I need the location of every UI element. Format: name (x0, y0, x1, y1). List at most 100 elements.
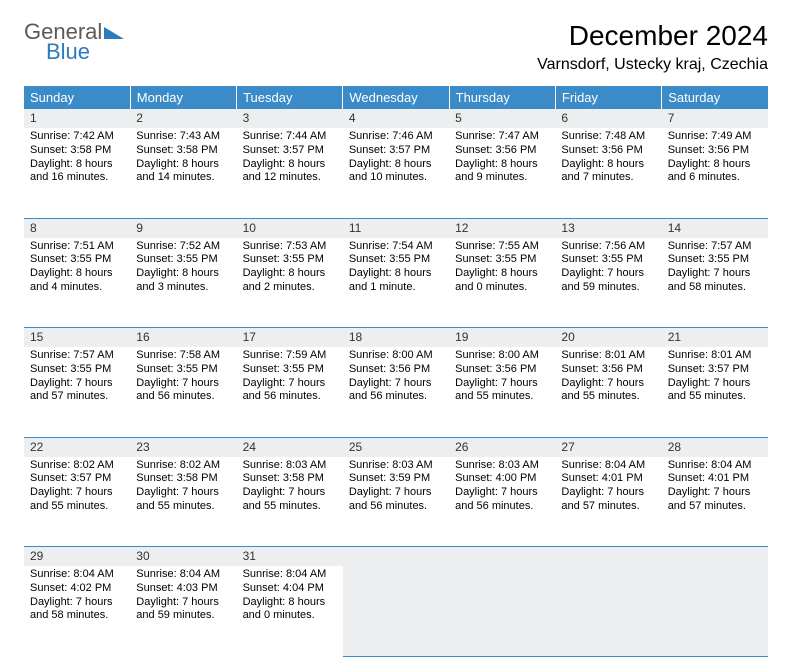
day-number-cell: 24 (237, 437, 343, 457)
sunrise-line: Sunrise: 8:03 AM (455, 459, 549, 473)
sunrise-line: Sunrise: 8:03 AM (243, 459, 337, 473)
sunset-line: Sunset: 4:01 PM (561, 472, 655, 486)
logo-triangle-icon (104, 22, 124, 42)
sunset-line: Sunset: 3:58 PM (136, 144, 230, 158)
day-body-cell: Sunrise: 7:54 AMSunset: 3:55 PMDaylight:… (343, 238, 449, 328)
calendar-table: Sunday Monday Tuesday Wednesday Thursday… (24, 86, 768, 657)
sunrise-line: Sunrise: 8:04 AM (243, 568, 337, 582)
day-number-cell (343, 547, 449, 567)
daylight-line: Daylight: 8 hours and 2 minutes. (243, 267, 337, 295)
day-number-cell: 2 (130, 109, 236, 128)
daylight-line: Daylight: 8 hours and 10 minutes. (349, 158, 443, 186)
sunrise-line: Sunrise: 7:59 AM (243, 349, 337, 363)
sunrise-line: Sunrise: 7:51 AM (30, 240, 124, 254)
sunrise-line: Sunrise: 7:43 AM (136, 130, 230, 144)
sunset-line: Sunset: 3:56 PM (455, 144, 549, 158)
sunrise-line: Sunrise: 8:00 AM (455, 349, 549, 363)
day-body-cell: Sunrise: 7:48 AMSunset: 3:56 PMDaylight:… (555, 128, 661, 218)
day-body-cell: Sunrise: 8:04 AMSunset: 4:01 PMDaylight:… (555, 457, 661, 547)
sunset-line: Sunset: 4:00 PM (455, 472, 549, 486)
day-number-cell: 31 (237, 547, 343, 567)
day-body-cell (662, 566, 768, 656)
day-body-cell: Sunrise: 7:57 AMSunset: 3:55 PMDaylight:… (24, 347, 130, 437)
day-body-row: Sunrise: 8:02 AMSunset: 3:57 PMDaylight:… (24, 457, 768, 547)
day-number-cell: 30 (130, 547, 236, 567)
daylight-line: Daylight: 7 hours and 59 minutes. (561, 267, 655, 295)
day-number-cell: 16 (130, 328, 236, 348)
daylight-line: Daylight: 8 hours and 7 minutes. (561, 158, 655, 186)
day-body-cell: Sunrise: 8:03 AMSunset: 3:59 PMDaylight:… (343, 457, 449, 547)
sunrise-line: Sunrise: 8:04 AM (561, 459, 655, 473)
sunrise-line: Sunrise: 8:04 AM (30, 568, 124, 582)
day-body-cell: Sunrise: 7:47 AMSunset: 3:56 PMDaylight:… (449, 128, 555, 218)
sunset-line: Sunset: 3:55 PM (30, 253, 124, 267)
day-number-cell: 13 (555, 218, 661, 238)
day-body-cell: Sunrise: 7:51 AMSunset: 3:55 PMDaylight:… (24, 238, 130, 328)
day-body-cell: Sunrise: 8:03 AMSunset: 3:58 PMDaylight:… (237, 457, 343, 547)
sunrise-line: Sunrise: 8:02 AM (136, 459, 230, 473)
daylight-line: Daylight: 8 hours and 0 minutes. (243, 596, 337, 624)
day-body-cell: Sunrise: 7:46 AMSunset: 3:57 PMDaylight:… (343, 128, 449, 218)
daylight-line: Daylight: 7 hours and 55 minutes. (668, 377, 762, 405)
day-body-cell: Sunrise: 8:04 AMSunset: 4:04 PMDaylight:… (237, 566, 343, 656)
day-number-cell: 6 (555, 109, 661, 128)
month-title: December 2024 (537, 20, 768, 52)
daylight-line: Daylight: 8 hours and 4 minutes. (30, 267, 124, 295)
day-body-row: Sunrise: 7:51 AMSunset: 3:55 PMDaylight:… (24, 238, 768, 328)
day-body-cell: Sunrise: 7:42 AMSunset: 3:58 PMDaylight:… (24, 128, 130, 218)
sunset-line: Sunset: 3:55 PM (349, 253, 443, 267)
location-text: Varnsdorf, Ustecky kraj, Czechia (537, 56, 768, 74)
sunrise-line: Sunrise: 7:46 AM (349, 130, 443, 144)
sunset-line: Sunset: 3:59 PM (349, 472, 443, 486)
day-number-cell: 25 (343, 437, 449, 457)
sunrise-line: Sunrise: 7:49 AM (668, 130, 762, 144)
sunrise-line: Sunrise: 8:03 AM (349, 459, 443, 473)
sunset-line: Sunset: 3:55 PM (136, 253, 230, 267)
sunset-line: Sunset: 3:55 PM (455, 253, 549, 267)
sunset-line: Sunset: 3:55 PM (561, 253, 655, 267)
day-body-cell: Sunrise: 8:04 AMSunset: 4:02 PMDaylight:… (24, 566, 130, 656)
sunrise-line: Sunrise: 8:01 AM (668, 349, 762, 363)
day-body-cell: Sunrise: 8:03 AMSunset: 4:00 PMDaylight:… (449, 457, 555, 547)
daylight-line: Daylight: 8 hours and 9 minutes. (455, 158, 549, 186)
title-block: December 2024 Varnsdorf, Ustecky kraj, C… (537, 20, 768, 74)
weekday-header: Tuesday (237, 86, 343, 109)
day-number-cell: 7 (662, 109, 768, 128)
day-number-row: 22232425262728 (24, 437, 768, 457)
daylight-line: Daylight: 8 hours and 3 minutes. (136, 267, 230, 295)
sunrise-line: Sunrise: 7:53 AM (243, 240, 337, 254)
daylight-line: Daylight: 8 hours and 14 minutes. (136, 158, 230, 186)
sunrise-line: Sunrise: 7:48 AM (561, 130, 655, 144)
sunset-line: Sunset: 3:56 PM (349, 363, 443, 377)
day-number-row: 1234567 (24, 109, 768, 128)
sunrise-line: Sunrise: 7:42 AM (30, 130, 124, 144)
sunrise-line: Sunrise: 7:58 AM (136, 349, 230, 363)
day-body-cell: Sunrise: 8:00 AMSunset: 3:56 PMDaylight:… (449, 347, 555, 437)
day-body-cell: Sunrise: 7:56 AMSunset: 3:55 PMDaylight:… (555, 238, 661, 328)
sunset-line: Sunset: 4:04 PM (243, 582, 337, 596)
day-number-row: 293031 (24, 547, 768, 567)
sunrise-line: Sunrise: 7:55 AM (455, 240, 549, 254)
daylight-line: Daylight: 7 hours and 56 minutes. (136, 377, 230, 405)
sunrise-line: Sunrise: 7:47 AM (455, 130, 549, 144)
sunrise-line: Sunrise: 8:01 AM (561, 349, 655, 363)
sunrise-line: Sunrise: 7:54 AM (349, 240, 443, 254)
day-number-cell: 10 (237, 218, 343, 238)
day-number-cell (662, 547, 768, 567)
day-number-cell: 17 (237, 328, 343, 348)
header: General Blue December 2024 Varnsdorf, Us… (24, 20, 768, 74)
sunrise-line: Sunrise: 7:56 AM (561, 240, 655, 254)
day-body-row: Sunrise: 7:42 AMSunset: 3:58 PMDaylight:… (24, 128, 768, 218)
day-body-cell: Sunrise: 7:49 AMSunset: 3:56 PMDaylight:… (662, 128, 768, 218)
day-body-cell: Sunrise: 8:02 AMSunset: 3:57 PMDaylight:… (24, 457, 130, 547)
day-number-cell: 5 (449, 109, 555, 128)
sunset-line: Sunset: 3:56 PM (455, 363, 549, 377)
sunset-line: Sunset: 3:56 PM (561, 363, 655, 377)
day-number-cell: 21 (662, 328, 768, 348)
weekday-header: Friday (555, 86, 661, 109)
day-body-cell: Sunrise: 7:52 AMSunset: 3:55 PMDaylight:… (130, 238, 236, 328)
day-number-cell (555, 547, 661, 567)
day-number-cell: 27 (555, 437, 661, 457)
daylight-line: Daylight: 7 hours and 56 minutes. (349, 377, 443, 405)
daylight-line: Daylight: 7 hours and 56 minutes. (455, 486, 549, 514)
